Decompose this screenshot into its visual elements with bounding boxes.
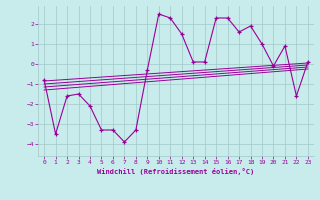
X-axis label: Windchill (Refroidissement éolien,°C): Windchill (Refroidissement éolien,°C) (97, 168, 255, 175)
